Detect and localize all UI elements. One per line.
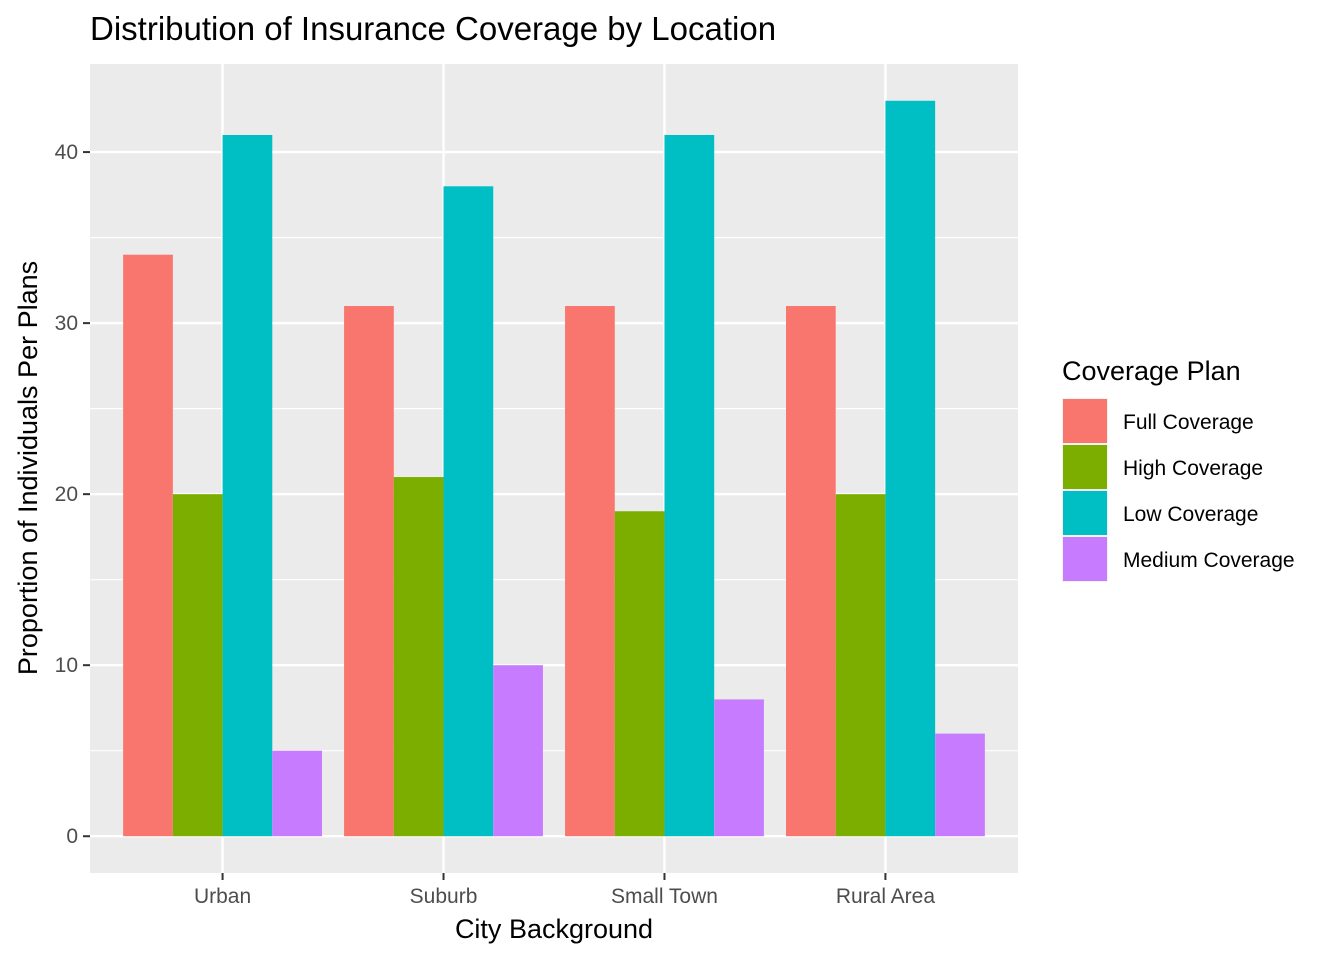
bar xyxy=(493,665,543,837)
bar xyxy=(222,134,273,837)
bar xyxy=(786,306,836,837)
bar xyxy=(172,494,223,837)
legend-key xyxy=(1063,445,1107,489)
x-axis: Urban Suburb Small Town Rural Area xyxy=(194,873,935,908)
bar xyxy=(393,477,444,837)
y-axis-title: Proportion of Individuals Per Plans xyxy=(13,261,43,675)
legend-label: High Coverage xyxy=(1123,457,1263,480)
bar xyxy=(443,186,494,837)
chart-title: Distribution of Insurance Coverage by Lo… xyxy=(90,10,776,47)
legend-title: Coverage Plan xyxy=(1062,356,1241,386)
y-tick-label: 0 xyxy=(66,825,78,848)
y-tick-label: 30 xyxy=(55,312,78,335)
legend-label: Full Coverage xyxy=(1123,411,1254,434)
bar xyxy=(344,306,394,837)
bar xyxy=(565,306,615,837)
bar xyxy=(614,511,665,837)
legend-label: Low Coverage xyxy=(1123,503,1258,526)
y-tick-label: 20 xyxy=(55,483,78,506)
x-axis-title: City Background xyxy=(455,914,653,944)
bars xyxy=(123,100,985,837)
y-tick-label: 10 xyxy=(55,654,78,677)
bar xyxy=(714,699,764,837)
bar xyxy=(664,134,715,837)
x-tick-label: Rural Area xyxy=(836,885,936,908)
y-tick-label: 40 xyxy=(55,141,78,164)
y-axis: 0 10 20 30 40 xyxy=(55,141,90,848)
x-tick-label: Urban xyxy=(194,885,251,908)
x-tick-label: Small Town xyxy=(611,885,718,908)
bar xyxy=(835,494,886,837)
legend: Coverage Plan Full Coverage High Coverage… xyxy=(1062,356,1295,582)
bar xyxy=(935,733,985,837)
legend-label: Medium Coverage xyxy=(1123,549,1295,572)
bar xyxy=(885,100,936,837)
legend-key xyxy=(1063,399,1107,443)
legend-key xyxy=(1063,537,1107,581)
bar xyxy=(123,254,173,837)
x-tick-label: Suburb xyxy=(410,885,478,908)
legend-key xyxy=(1063,491,1107,535)
bar xyxy=(272,750,322,837)
